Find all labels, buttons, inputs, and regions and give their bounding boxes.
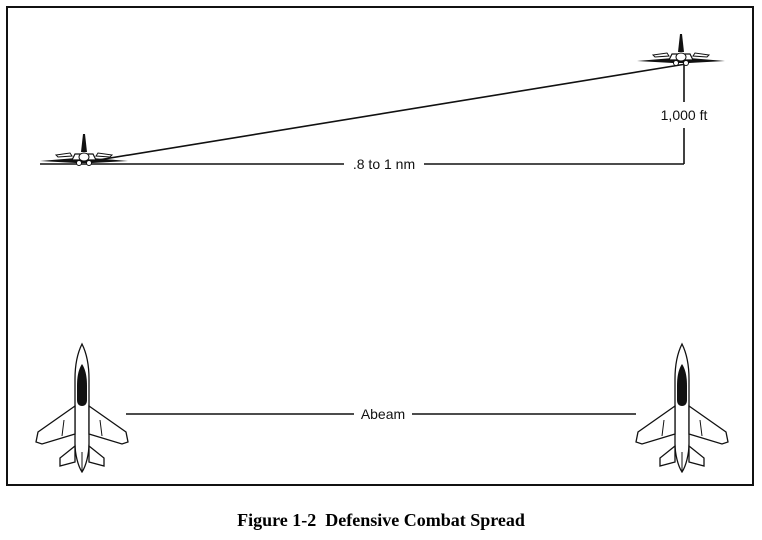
abeam-label: Abeam <box>361 406 405 422</box>
defensive-combat-spread-diagram: .8 to 1 nm 1,000 ft Abeam <box>6 6 754 486</box>
range-label: .8 to 1 nm <box>353 156 415 172</box>
figure-caption: Figure 1-2 Defensive Combat Spread <box>237 510 525 530</box>
altitude-label: 1,000 ft <box>661 107 708 123</box>
slant-range-line <box>91 63 687 162</box>
diagram-frame <box>6 6 754 486</box>
